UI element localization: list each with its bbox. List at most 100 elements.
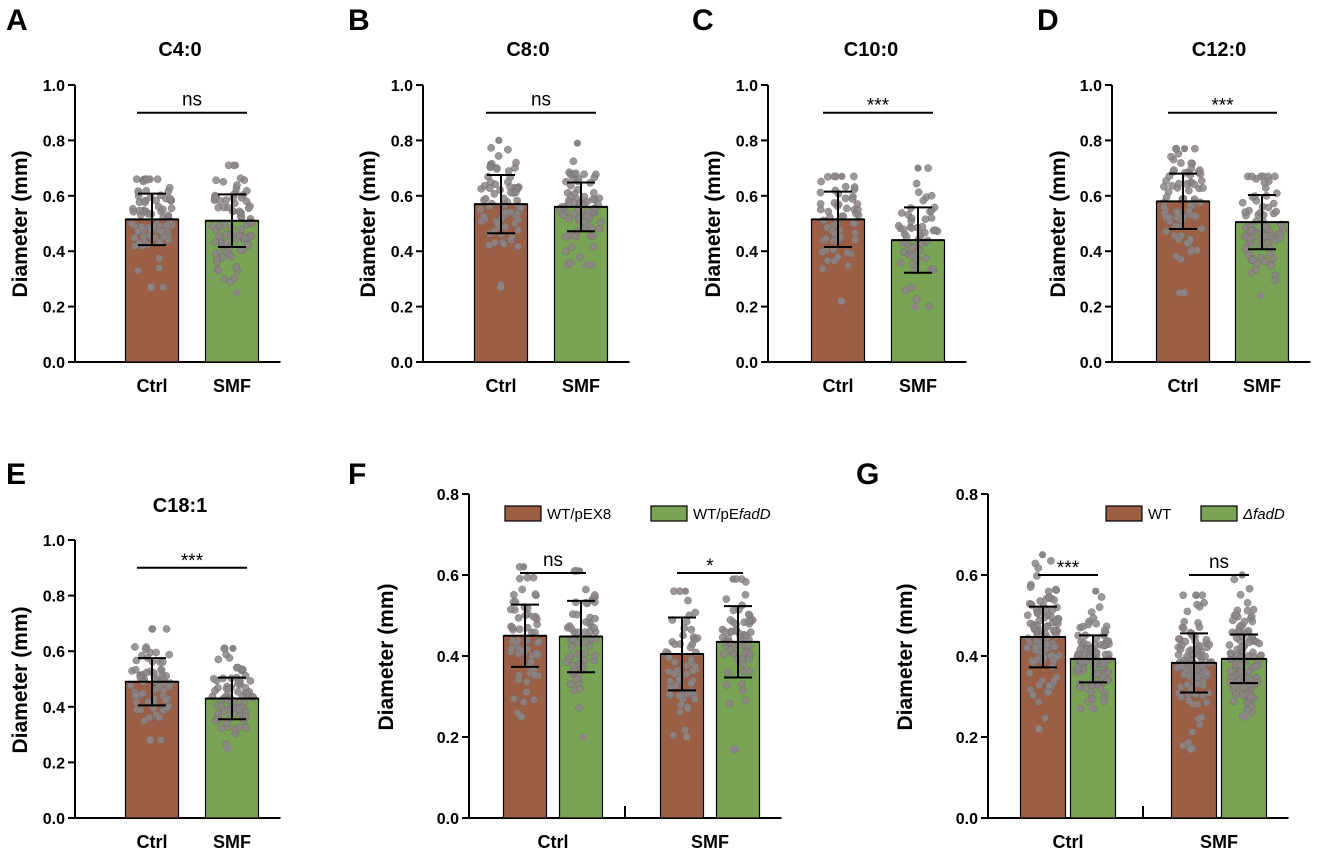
data-points bbox=[127, 625, 175, 744]
data-point bbox=[1160, 182, 1168, 191]
y-tick-label: 0.8 bbox=[43, 589, 65, 606]
y-tick-label: 0.0 bbox=[956, 811, 978, 828]
data-point bbox=[919, 196, 928, 205]
y-tick-label: 0.8 bbox=[736, 133, 758, 150]
data-point bbox=[1079, 622, 1087, 631]
data-point bbox=[816, 188, 825, 197]
data-points bbox=[562, 567, 600, 741]
data-point bbox=[725, 700, 734, 708]
data-point bbox=[1243, 606, 1252, 615]
data-point bbox=[152, 648, 160, 657]
data-point bbox=[132, 698, 141, 706]
data-point bbox=[691, 695, 699, 704]
chart-title: C10:0 bbox=[844, 39, 898, 61]
data-point bbox=[1260, 178, 1269, 187]
data-point bbox=[718, 633, 727, 642]
data-point-max bbox=[1180, 145, 1189, 153]
data-point bbox=[567, 243, 576, 251]
data-point bbox=[234, 723, 243, 732]
data-point bbox=[130, 233, 139, 242]
y-axis-label: Diameter (mm) bbox=[357, 150, 380, 297]
data-point bbox=[1247, 227, 1256, 235]
data-point bbox=[535, 638, 543, 646]
y-tick-label: 0.2 bbox=[43, 755, 65, 772]
data-point bbox=[507, 644, 516, 653]
x-tick-label: SMF bbox=[1200, 832, 1238, 852]
data-point bbox=[504, 167, 513, 175]
legend: WT ΔfadD bbox=[1105, 505, 1285, 523]
data-point-max bbox=[1038, 551, 1047, 559]
data-point bbox=[212, 249, 220, 258]
data-point bbox=[1271, 172, 1279, 181]
data-point bbox=[573, 610, 581, 619]
legend-label: WT bbox=[1148, 506, 1171, 523]
y-axis-label: Diameter (mm) bbox=[702, 150, 725, 297]
data-point bbox=[670, 669, 679, 678]
data-point bbox=[848, 195, 857, 203]
data-point bbox=[515, 671, 523, 680]
data-point bbox=[529, 613, 538, 621]
data-point bbox=[1188, 700, 1197, 708]
panel-c: C C10:0 Diameter (mm) 0.0 0.2 0.4 0.6 0.8 1.0 Ctr… bbox=[692, 4, 967, 396]
y-tick-label: 1.0 bbox=[43, 78, 65, 95]
data-point bbox=[1272, 207, 1280, 216]
x-tick-label: SMF bbox=[213, 832, 251, 852]
data-point bbox=[687, 625, 696, 634]
data-point bbox=[1205, 640, 1214, 649]
data-point bbox=[1104, 668, 1113, 676]
data-point bbox=[681, 726, 689, 734]
data-point bbox=[665, 690, 674, 698]
data-point bbox=[908, 244, 916, 252]
data-point bbox=[512, 158, 520, 167]
data-point bbox=[1041, 714, 1049, 722]
data-point bbox=[490, 190, 499, 198]
data-point bbox=[1232, 690, 1240, 699]
y-tick-label: 0.8 bbox=[391, 133, 413, 150]
data-point bbox=[129, 205, 137, 213]
y-tick-label: 0.0 bbox=[43, 811, 65, 828]
data-point bbox=[722, 595, 731, 603]
y-tick-label: 0.4 bbox=[956, 649, 978, 666]
data-point bbox=[581, 628, 589, 636]
data-point bbox=[1199, 184, 1207, 192]
data-point bbox=[159, 283, 167, 292]
data-point bbox=[1093, 669, 1102, 678]
panel-a: A C4:0 Diameter (mm) 0.0 0.2 0.4 0.6 0.8 1.0 Ctrl… bbox=[6, 4, 281, 396]
data-point bbox=[1197, 224, 1206, 233]
panel-letter: E bbox=[6, 458, 26, 491]
data-point bbox=[844, 261, 852, 270]
data-point-max bbox=[573, 139, 581, 147]
data-point bbox=[532, 649, 540, 658]
data-point bbox=[914, 188, 923, 197]
data-point bbox=[211, 717, 220, 726]
data-point-max bbox=[229, 644, 237, 653]
y-tick-label: 0.2 bbox=[437, 730, 459, 747]
data-point-max bbox=[495, 136, 503, 144]
data-point bbox=[147, 225, 155, 234]
x-tick-label: Ctrl bbox=[1168, 376, 1199, 396]
data-point bbox=[1251, 265, 1260, 274]
data-point bbox=[167, 204, 176, 213]
data-point bbox=[479, 212, 488, 221]
data-point bbox=[214, 266, 223, 275]
legend-label: WT/pEX8 bbox=[547, 506, 611, 523]
data-point bbox=[590, 591, 599, 599]
data-point bbox=[515, 574, 524, 583]
data-point bbox=[523, 678, 531, 686]
y-tick-label: 0.6 bbox=[736, 189, 758, 206]
data-point bbox=[501, 222, 510, 231]
data-point bbox=[235, 705, 244, 714]
bar-smf bbox=[553, 206, 609, 363]
data-point bbox=[590, 173, 599, 182]
data-point bbox=[234, 663, 242, 672]
data-point bbox=[1275, 233, 1284, 242]
data-point bbox=[818, 265, 827, 273]
data-point bbox=[1183, 652, 1191, 661]
data-point bbox=[692, 648, 700, 657]
data-point bbox=[590, 188, 598, 197]
data-point-min bbox=[232, 289, 241, 297]
data-point bbox=[726, 616, 735, 624]
significance-label: *** bbox=[1057, 558, 1080, 579]
legend-label-italic: ΔfadD bbox=[1242, 506, 1285, 523]
data-point-max bbox=[729, 575, 737, 583]
